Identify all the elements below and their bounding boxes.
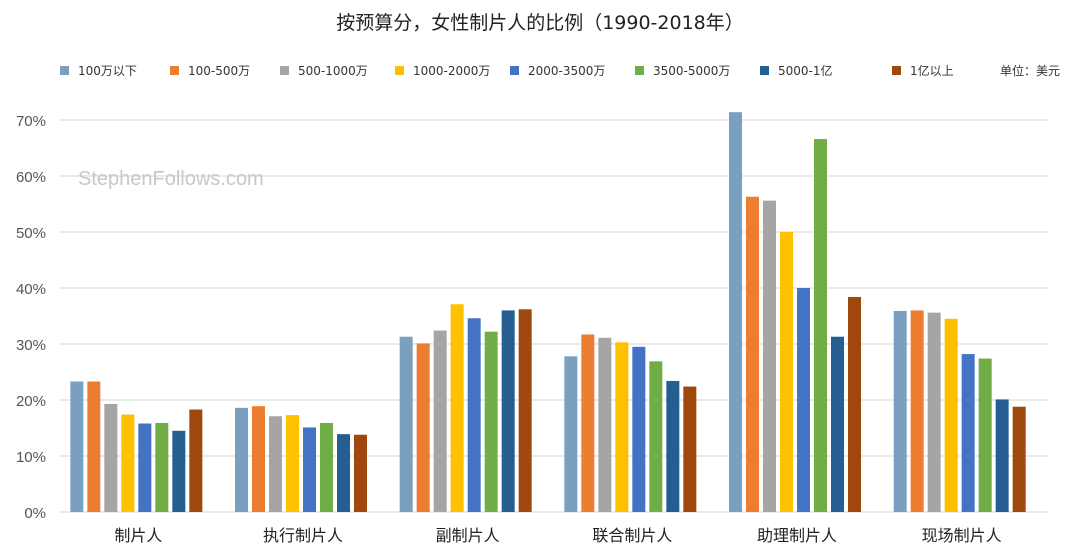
bar-3500-5000万-现场制片人 — [978, 358, 992, 512]
bar-5000-1亿-联合制片人 — [666, 380, 680, 512]
legend-label: 1亿以上 — [910, 64, 954, 78]
bar-1000-2000万-助理制片人 — [780, 232, 793, 512]
bar-1000-2000万-现场制片人 — [944, 318, 958, 512]
bar-5000-1亿-现场制片人 — [995, 399, 1009, 512]
y-tick-label: 20% — [16, 393, 46, 410]
bar-100万以下-执行制片人 — [235, 407, 248, 512]
legend-item: 1亿以上 — [892, 62, 954, 79]
bar-100-500万-联合制片人 — [581, 334, 595, 512]
bar-1000-2000万-联合制片人 — [615, 342, 629, 512]
bar-1000-2000万-副制片人 — [450, 304, 464, 512]
legend-swatch — [280, 66, 289, 75]
x-tick-label: 现场制片人 — [922, 526, 1002, 545]
legend-label: 3500-5000万 — [653, 64, 731, 78]
legend-label: 100-500万 — [188, 64, 251, 78]
bar-100万以下-制片人 — [70, 381, 84, 512]
legend-item: 100-500万 — [170, 62, 250, 79]
legend-label: 1000-2000万 — [413, 64, 491, 78]
bar-500-1000万-联合制片人 — [598, 337, 612, 512]
bar-1亿以上-副制片人 — [518, 309, 532, 512]
bar-500-1000万-副制片人 — [433, 330, 447, 512]
bar-500-1000万-制片人 — [104, 403, 118, 512]
unit-label: 单位：美元 — [1000, 64, 1061, 78]
y-tick-label: 70% — [16, 113, 46, 130]
legend-item: 1000-2000万 — [395, 62, 490, 79]
x-tick-label: 制片人 — [114, 526, 162, 545]
y-tick-label: 50% — [16, 225, 46, 242]
bar-2000-3500万-现场制片人 — [961, 354, 975, 512]
bar-3500-5000万-执行制片人 — [320, 422, 333, 512]
bar-100万以下-副制片人 — [399, 336, 413, 512]
bar-100-500万-执行制片人 — [252, 406, 265, 512]
bar-5000-1亿-执行制片人 — [337, 434, 350, 512]
y-tick-label: 10% — [16, 449, 46, 466]
legend-swatch — [60, 66, 69, 75]
legend-swatch — [760, 66, 769, 75]
legend-label: 2000-3500万 — [528, 64, 606, 78]
bar-3500-5000万-制片人 — [155, 422, 169, 512]
bar-1000-2000万-制片人 — [121, 414, 135, 512]
bar-5000-1亿-助理制片人 — [831, 336, 844, 512]
legend-item: 5000-1亿 — [760, 62, 833, 79]
bar-2000-3500万-副制片人 — [467, 318, 481, 512]
bar-1000-2000万-执行制片人 — [286, 415, 299, 512]
y-tick-label: 60% — [16, 169, 46, 186]
bar-3500-5000万-联合制片人 — [649, 361, 663, 512]
bar-1亿以上-制片人 — [189, 409, 203, 512]
bar-2000-3500万-执行制片人 — [303, 427, 316, 512]
legend-item: 500-1000万 — [280, 62, 368, 79]
chart-title: 按预算分，女性制片人的比例（1990-2018年） — [336, 12, 744, 34]
bar-1亿以上-助理制片人 — [848, 296, 861, 512]
bar-100万以下-助理制片人 — [729, 112, 742, 512]
watermark: StephenFollows.com — [78, 168, 264, 190]
bar-3500-5000万-副制片人 — [484, 331, 498, 512]
bar-100-500万-制片人 — [87, 381, 101, 512]
bar-2000-3500万-制片人 — [138, 423, 152, 512]
bar-5000-1亿-制片人 — [172, 430, 186, 512]
legend-swatch — [892, 66, 901, 75]
legend-label: 5000-1亿 — [778, 64, 833, 78]
legend-swatch — [170, 66, 179, 75]
y-tick-label: 0% — [24, 505, 46, 522]
legend-item: 2000-3500万 — [510, 62, 605, 79]
legend-swatch — [510, 66, 519, 75]
legend-item: 100万以下 — [60, 62, 137, 79]
legend-label: 500-1000万 — [298, 64, 368, 78]
legend-item: 3500-5000万 — [635, 62, 730, 79]
y-tick-label: 30% — [16, 337, 46, 354]
bar-2000-3500万-助理制片人 — [797, 288, 810, 512]
x-tick-label: 联合制片人 — [592, 526, 672, 545]
bar-500-1000万-助理制片人 — [763, 200, 776, 512]
bar-100-500万-助理制片人 — [746, 196, 759, 512]
bar-100万以下-联合制片人 — [564, 356, 578, 512]
legend-label: 100万以下 — [78, 64, 137, 78]
bar-500-1000万-现场制片人 — [927, 312, 941, 512]
bar-100-500万-现场制片人 — [910, 310, 924, 512]
bar-1亿以上-现场制片人 — [1012, 406, 1026, 512]
legend-swatch — [635, 66, 644, 75]
bar-100-500万-副制片人 — [416, 343, 430, 512]
x-tick-label: 助理制片人 — [757, 526, 837, 545]
bar-500-1000万-执行制片人 — [269, 416, 282, 512]
legend-swatch — [395, 66, 404, 75]
y-tick-label: 40% — [16, 281, 46, 298]
bar-1亿以上-联合制片人 — [683, 386, 697, 512]
bar-2000-3500万-联合制片人 — [632, 346, 646, 512]
x-tick-label: 副制片人 — [436, 526, 500, 545]
bar-3500-5000万-助理制片人 — [814, 139, 827, 513]
x-tick-label: 执行制片人 — [263, 526, 343, 545]
bar-100万以下-现场制片人 — [893, 310, 907, 512]
bar-1亿以上-执行制片人 — [354, 434, 367, 512]
bar-5000-1亿-副制片人 — [501, 310, 515, 512]
